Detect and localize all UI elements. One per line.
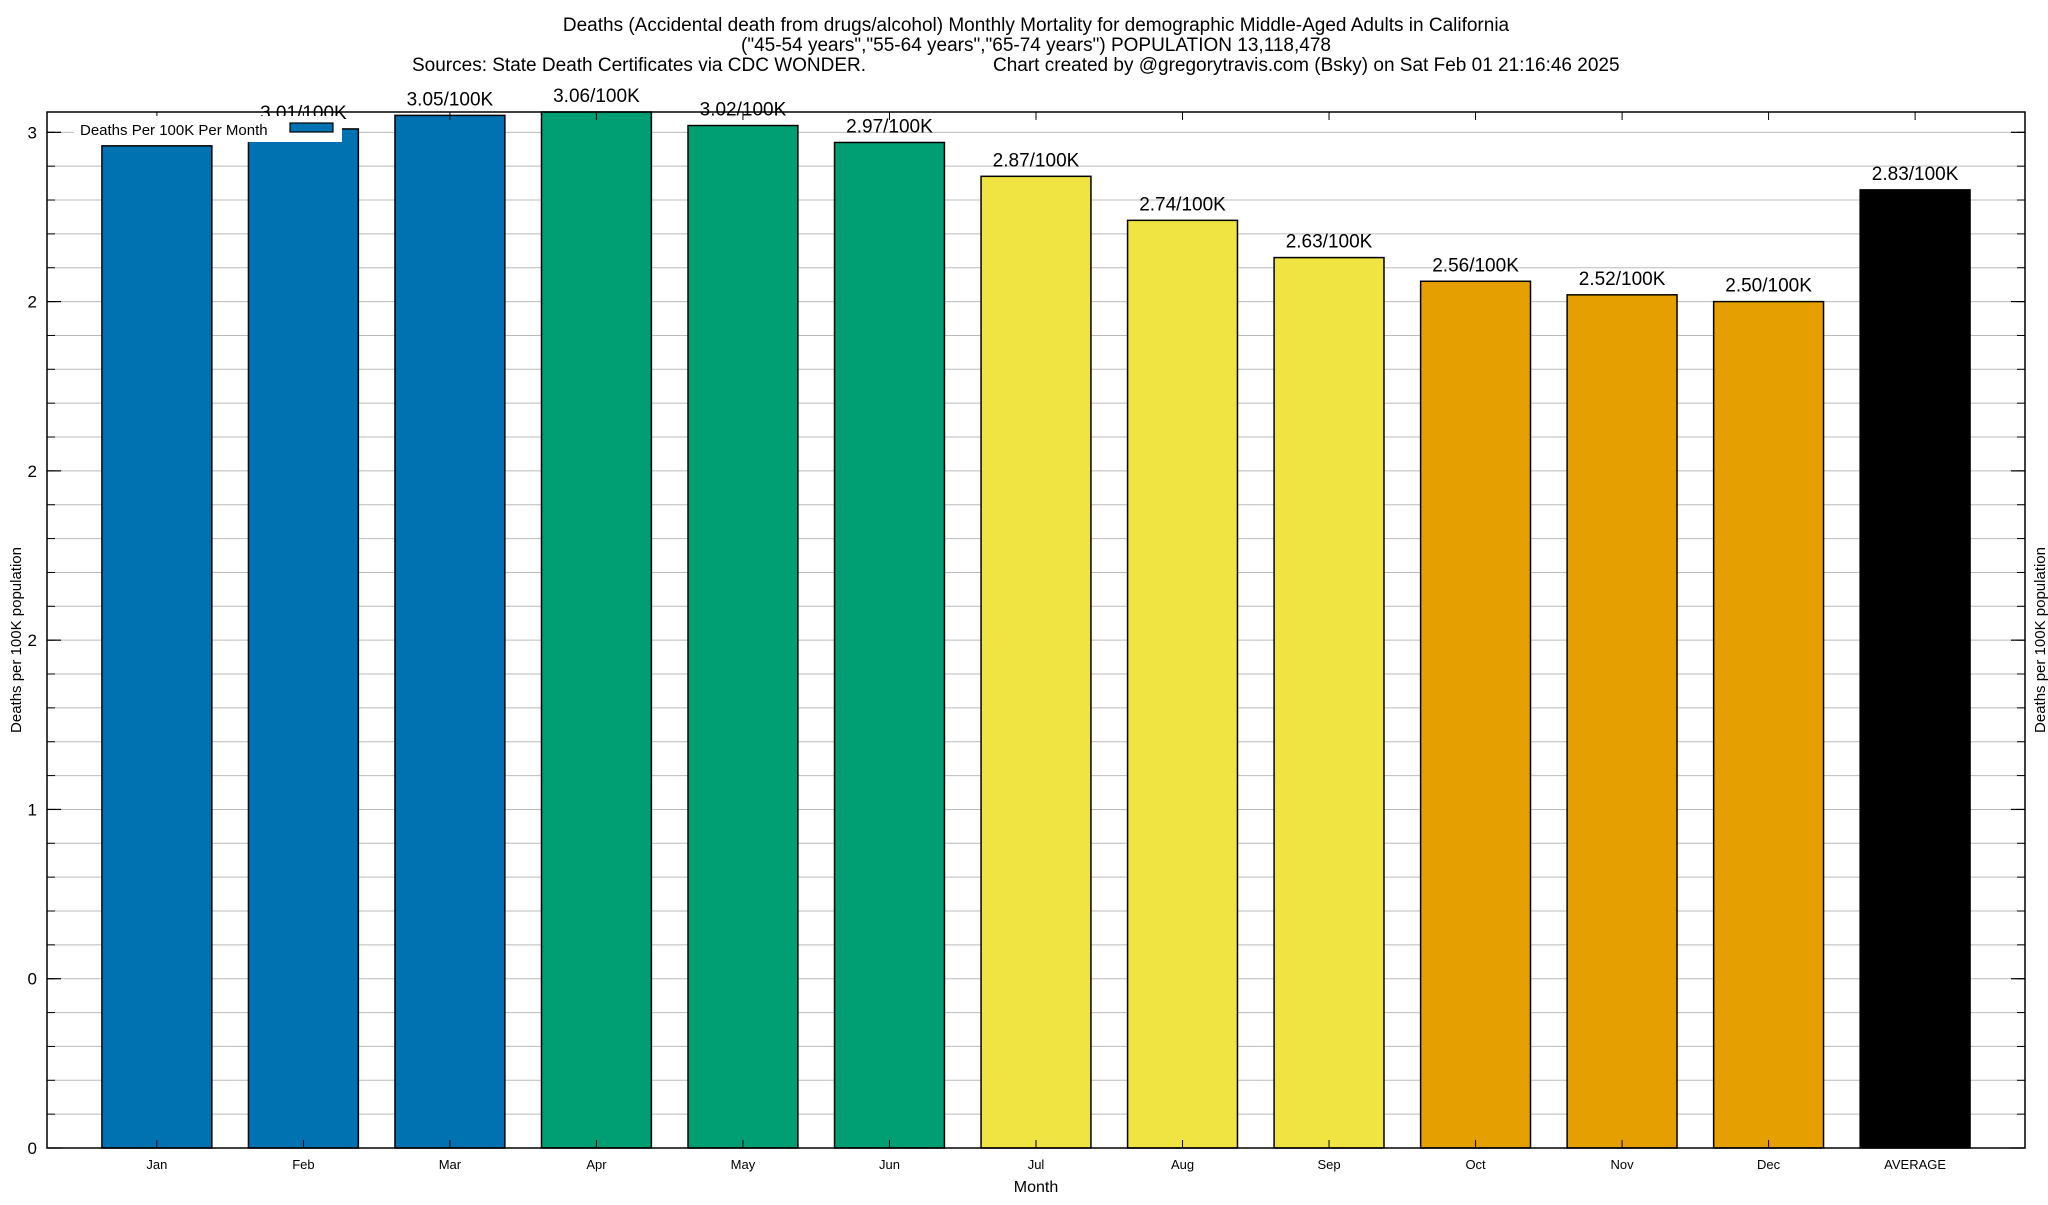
data-label: 2.87/100K [993,150,1080,171]
x-tick-label: Sep [1317,1157,1340,1172]
bar-jul [980,175,1092,1149]
plot-frame [46,111,2026,1149]
data-label: 3.05/100K [407,89,494,110]
data-label: 2.83/100K [1872,164,1959,185]
legend-swatch [289,122,334,133]
y-tick-label: 0 [28,1139,37,1158]
y-axis-ticks: 0 0 1 2 2 2 3 [28,123,2025,1158]
data-label: 3.02/100K [700,100,787,121]
bar-nov [1566,294,1678,1149]
x-tick-label: Feb [292,1157,314,1172]
bars [101,111,1971,1149]
bar-dec [1712,300,1825,1149]
data-label: 2.52/100K [1579,269,1666,290]
x-axis-ticks: Jan Feb Mar Apr May Jun Jul Aug Sep Oct Nov Dec AVER… [146,112,1946,1172]
y-tick-label: 1 [28,800,37,819]
y-tick-label: 0 [28,970,37,989]
bar-aug [1126,219,1239,1149]
legend-label: Deaths Per 100K Per Month [80,122,268,139]
x-tick-label: May [731,1157,756,1172]
x-tick-label: Jun [879,1157,900,1172]
legend: Deaths Per 100K Per Month [74,116,342,142]
bar-average [1859,189,1971,1149]
bar-oct [1419,280,1532,1149]
bar-jan [101,145,213,1149]
x-tick-label: Jan [146,1157,167,1172]
chart-title-line-2: ("45-54 years","55-64 years","65-74 year… [741,35,1331,56]
x-tick-label: Nov [1611,1157,1635,1172]
bar-feb [247,128,360,1149]
chart-sources: Sources: State Death Certificates via CD… [412,55,866,76]
y-tick-label: 2 [28,631,37,650]
x-tick-label: Aug [1171,1157,1194,1172]
chart-title-line-1: Deaths (Accidental death from drugs/alco… [563,15,1510,36]
bar-sep [1273,256,1385,1149]
data-label: 2.50/100K [1725,276,1812,297]
x-tick-label: Dec [1757,1157,1781,1172]
bar-apr [540,111,653,1149]
y-tick-label: 3 [28,123,37,142]
data-label: 3.06/100K [553,86,640,107]
bar-mar [394,114,506,1149]
bar-jun [833,141,946,1149]
data-label: 2.74/100K [1139,194,1226,215]
x-axis-label: Month [1014,1179,1058,1196]
y-axis-label-right: Deaths per 100K population [2032,547,2048,733]
y-tick-label: 2 [28,462,37,481]
y-axis-label: Deaths per 100K population [8,547,25,733]
x-tick-label: Mar [439,1157,462,1172]
x-tick-label: Jul [1028,1157,1045,1172]
chart-credit: Chart created by @gregorytravis.com (Bsk… [993,55,1620,76]
data-label: 2.97/100K [846,116,933,137]
x-tick-label: Apr [586,1157,607,1172]
x-tick-label: Oct [1465,1157,1486,1172]
x-tick-label: AVERAGE [1884,1157,1946,1172]
data-label: 2.56/100K [1432,255,1519,276]
bar-may [687,124,799,1149]
data-label: 2.63/100K [1286,232,1373,253]
y-tick-label: 2 [28,293,37,312]
